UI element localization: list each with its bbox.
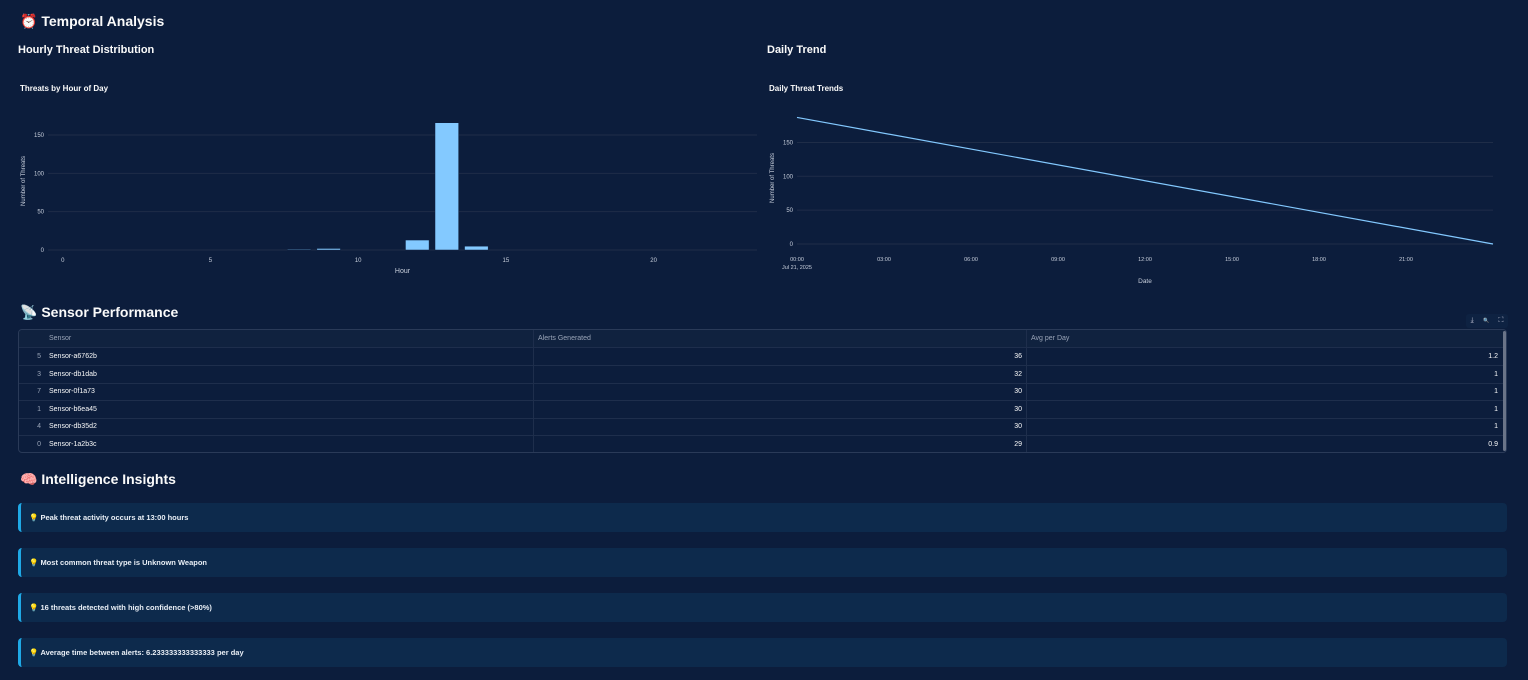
search-icon[interactable]: 🔍: [1482, 318, 1490, 324]
table-cell: 0.9: [1488, 440, 1498, 448]
section-title: Temporal Analysis: [41, 13, 165, 29]
lightbulb-icon: 💡: [29, 648, 39, 657]
table-cell: 1: [1494, 405, 1498, 413]
table-cell: 7: [37, 388, 41, 395]
column-header[interactable]: Alerts Generated: [534, 330, 1027, 347]
y-tick-label: 100: [783, 174, 794, 180]
insight-text: Average time between alerts: 6.233333333…: [40, 648, 244, 657]
y-axis-label: Number of Threats: [770, 153, 776, 203]
insights-heading: 🧠 Intelligence Insights: [20, 471, 176, 487]
sensor-table[interactable]: Sensor Alerts Generated Avg per Day 5 Sensor…: [18, 329, 1507, 453]
x-tick-label: 20: [650, 258, 657, 264]
y-tick-label: 100: [34, 171, 45, 177]
temporal-analysis-heading: ⏰ Temporal Analysis: [20, 13, 164, 30]
x-tick-label: 5: [209, 258, 213, 264]
bar: [287, 248, 312, 251]
table-cell: 30: [534, 400, 1027, 418]
alarm-clock-icon: ⏰: [20, 13, 38, 29]
y-tick-label: 0: [790, 242, 794, 248]
table-cell: Sensor-db35d2: [47, 418, 534, 435]
x-tick-label: 03:00: [877, 257, 891, 263]
column-header[interactable]: Avg per Day: [1031, 335, 1070, 342]
table-cell: 1.2: [1488, 353, 1498, 360]
x-tick-label: 12:00: [1138, 257, 1152, 263]
table-cell: Sensor-db1dab: [47, 365, 534, 383]
x-axis-label: Hour: [395, 268, 411, 275]
table-cell: 1: [1494, 423, 1498, 430]
insight-text: Peak threat activity occurs at 13:00 hou…: [40, 513, 189, 522]
table-cell: 1: [1494, 388, 1498, 395]
table-cell: 3: [37, 370, 41, 378]
hourly-chart-title: Threats by Hour of Day: [20, 84, 109, 93]
hourly-bar-chart: 0 50 100 150 0 5 10 15 20 Hour Number of Threats: [21, 122, 757, 275]
x-tick-label: 21:00: [1399, 257, 1413, 263]
table-cell: Sensor-a6762b: [47, 348, 534, 365]
x-tick-label: 10: [355, 258, 362, 264]
table-row[interactable]: 0 Sensor-1a2b3c 29 0.9: [19, 435, 1506, 452]
x-tick-date: Jul 21, 2025: [782, 265, 812, 271]
insight-card: 💡 Most common threat type is Unknown Wea…: [18, 548, 1507, 577]
table-cell: 1: [37, 405, 41, 413]
download-icon[interactable]: ⤓: [1470, 317, 1474, 324]
daily-line-chart: 0 50 100 150 00:00 03:00 06:00 09:00 12:00 15:00 1…: [770, 116, 1494, 285]
x-axis-label: Date: [1138, 278, 1152, 285]
y-tick-label: 50: [37, 210, 44, 216]
table-cell: 4: [37, 423, 41, 430]
y-tick-label: 0: [41, 248, 45, 254]
table-cell: 29: [534, 435, 1027, 452]
table-cell: 32: [534, 365, 1027, 383]
insight-card: 💡 Peak threat activity occurs at 13:00 h…: [18, 503, 1507, 532]
brain-icon: 🧠: [20, 471, 38, 487]
table-header: Sensor Alerts Generated Avg per Day: [19, 330, 1506, 348]
x-tick-label: 00:00: [790, 257, 804, 263]
table-row[interactable]: 1 Sensor-b6ea45 30 1: [19, 400, 1506, 419]
table-cell: 1: [1494, 370, 1498, 378]
lightbulb-icon: 💡: [29, 603, 39, 612]
table-cell: Sensor-1a2b3c: [47, 435, 534, 452]
hourly-heading: Hourly Threat Distribution: [18, 44, 155, 56]
table-cell: 36: [534, 348, 1027, 365]
sensor-performance-heading: 📡 Sensor Performance: [20, 304, 179, 320]
table-scrollbar[interactable]: [1503, 331, 1506, 451]
insight-text: Most common threat type is Unknown Weapo…: [40, 558, 207, 567]
insight-text: 16 threats detected with high confidence…: [40, 603, 212, 612]
column-header[interactable]: Sensor: [47, 330, 534, 347]
table-row[interactable]: 5 Sensor-a6762b 36 1.2: [19, 348, 1506, 366]
table-toolbar: ⤓ 🔍 ⛶: [1466, 314, 1508, 328]
table-cell: Sensor-0f1a73: [47, 383, 534, 400]
x-tick-label: 09:00: [1051, 257, 1065, 263]
x-tick-label: 15:00: [1225, 257, 1239, 263]
x-tick-label: 0: [61, 258, 65, 264]
bar: [464, 245, 489, 251]
y-tick-label: 50: [786, 208, 793, 214]
daily-chart-title: Daily Threat Trends: [769, 84, 844, 93]
daily-heading: Daily Trend: [767, 44, 827, 56]
y-tick-label: 150: [783, 140, 794, 146]
trend-line: [796, 116, 1494, 245]
table-cell: 0: [37, 440, 41, 448]
table-row[interactable]: 3 Sensor-db1dab 32 1: [19, 365, 1506, 384]
bar: [405, 239, 430, 251]
y-axis-label: Number of Threats: [21, 156, 27, 206]
bar: [316, 248, 341, 251]
table-cell: 30: [534, 418, 1027, 435]
fullscreen-icon[interactable]: ⛶: [1498, 317, 1504, 324]
y-tick-label: 150: [34, 133, 45, 139]
table-cell: 30: [534, 383, 1027, 400]
table-row[interactable]: 7 Sensor-0f1a73 30 1: [19, 383, 1506, 401]
x-tick-label: 18:00: [1312, 257, 1326, 263]
x-tick-label: 06:00: [964, 257, 978, 263]
bar: [434, 122, 459, 251]
insight-card: 💡 16 threats detected with high confiden…: [18, 593, 1507, 622]
lightbulb-icon: 💡: [29, 513, 39, 522]
satellite-antenna-icon: 📡: [20, 304, 38, 320]
x-tick-label: 15: [503, 258, 510, 264]
table-cell: 5: [37, 353, 41, 360]
insight-card: 💡 Average time between alerts: 6.2333333…: [18, 638, 1507, 667]
lightbulb-icon: 💡: [29, 558, 39, 567]
table-row[interactable]: 4 Sensor-db35d2 30 1: [19, 418, 1506, 436]
table-cell: Sensor-b6ea45: [47, 400, 534, 418]
